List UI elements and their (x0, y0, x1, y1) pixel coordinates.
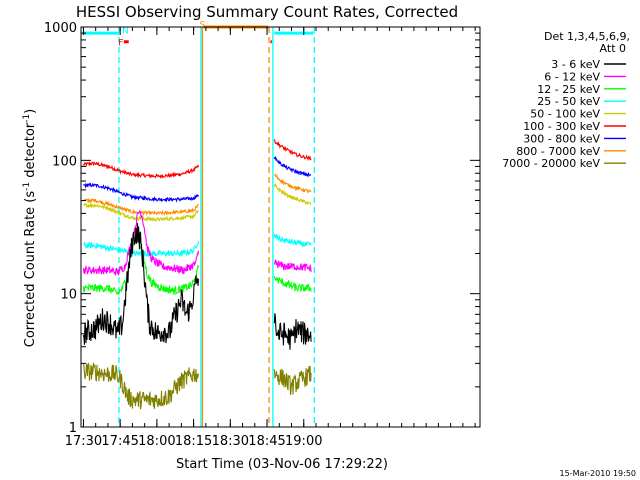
plot-area: NF S (82, 21, 315, 427)
x-tick-label: 18:15 (175, 434, 212, 449)
series-7000-20000-kev-segment-17 (273, 365, 312, 395)
legend-label-7: 800 - 7000 keV (516, 145, 600, 158)
series-6-12-kev-segment-14 (273, 259, 312, 273)
y-tick-label: 10 (60, 288, 77, 303)
legend-label-4: 50 - 100 keV (530, 108, 600, 121)
x-tick-label: 18:45 (248, 434, 285, 449)
y-axis: 1 10 100 1000 (44, 21, 480, 436)
x-tick-label: 18:00 (138, 434, 175, 449)
x-tick-label: 18:30 (212, 434, 249, 449)
y-tick-label: 1000 (44, 21, 77, 36)
series-25-50-kev-segment-13 (273, 233, 312, 247)
y-axis-label: Corrected Count Rate (s-1 detector-1) (22, 109, 38, 347)
series-3-6-kev-segment-7 (82, 223, 200, 345)
series-50-100-kev-segment-12 (273, 183, 312, 206)
legend-header-detectors: Det 1,3,4,5,6,9, (544, 30, 630, 43)
series-7000-20000-kev-segment-8 (82, 362, 200, 410)
x-axis-label: Start Time (03-Nov-06 17:29:22) (176, 457, 388, 472)
legend-label-2: 12 - 25 keV (537, 83, 600, 96)
legend-label-0: 3 - 6 keV (551, 58, 600, 71)
plot-frame (80, 26, 481, 428)
footer-timestamp: 15-Mar-2010 19:50 (560, 469, 637, 478)
x-tick-label: 17:30 (65, 434, 102, 449)
flag-label-f: F (118, 38, 123, 48)
series-3-6-kev-segment-16 (273, 313, 312, 350)
series-300-800-kev-segment-1 (83, 182, 199, 203)
y-tick-label: 1 (69, 421, 77, 436)
series-12-25-kev-segment-15 (273, 275, 312, 292)
x-axis: 17:30 17:45 18:00 18:15 18:30 18:45 19:00 (65, 27, 476, 449)
series-300-800-kev-segment-10 (273, 156, 312, 178)
legend-label-3: 25 - 50 keV (537, 95, 600, 108)
series-100-300-kev-segment-0 (82, 160, 200, 180)
x-tick-label: 17:45 (101, 434, 138, 449)
legend-label-1: 6 - 12 keV (544, 70, 600, 83)
series-100-300-kev-segment-9 (273, 139, 312, 162)
series-6-12-kev-segment-5 (82, 211, 200, 276)
legend-label-6: 300 - 800 keV (523, 132, 600, 145)
legend-label-5: 100 - 300 keV (523, 120, 600, 133)
legend-header-attenuator: Att 0 (600, 42, 626, 55)
chart-title: HESSI Observing Summary Count Rates, Cor… (76, 3, 458, 21)
series-50-100-kev-segment-3 (83, 202, 199, 223)
series-800-7000-kev-segment-11 (273, 173, 312, 194)
y-tick-label: 100 (52, 154, 77, 169)
series-25-50-kev-segment-4 (83, 240, 200, 258)
legend-label-8: 7000 - 20000 keV (502, 157, 600, 170)
series-12-25-kev-segment-6 (82, 236, 200, 296)
flag-label-n: N (122, 26, 129, 36)
flag-label-s: S (199, 21, 205, 31)
x-tick-label: 19:00 (285, 434, 322, 449)
